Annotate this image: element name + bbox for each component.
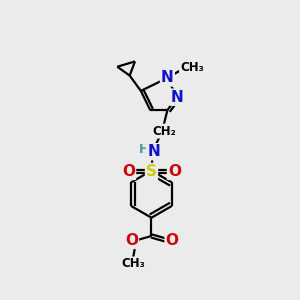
Text: O: O	[122, 164, 135, 179]
Text: N: N	[161, 70, 174, 86]
Text: S: S	[146, 164, 157, 179]
Text: N: N	[170, 90, 183, 105]
Text: O: O	[166, 233, 178, 248]
Text: N: N	[147, 144, 160, 159]
Text: O: O	[125, 233, 138, 248]
Text: CH₃: CH₃	[180, 61, 204, 74]
Text: H: H	[139, 143, 150, 156]
Text: CH₃: CH₃	[121, 257, 145, 271]
Text: O: O	[168, 164, 181, 179]
Text: CH₂: CH₂	[153, 124, 176, 138]
